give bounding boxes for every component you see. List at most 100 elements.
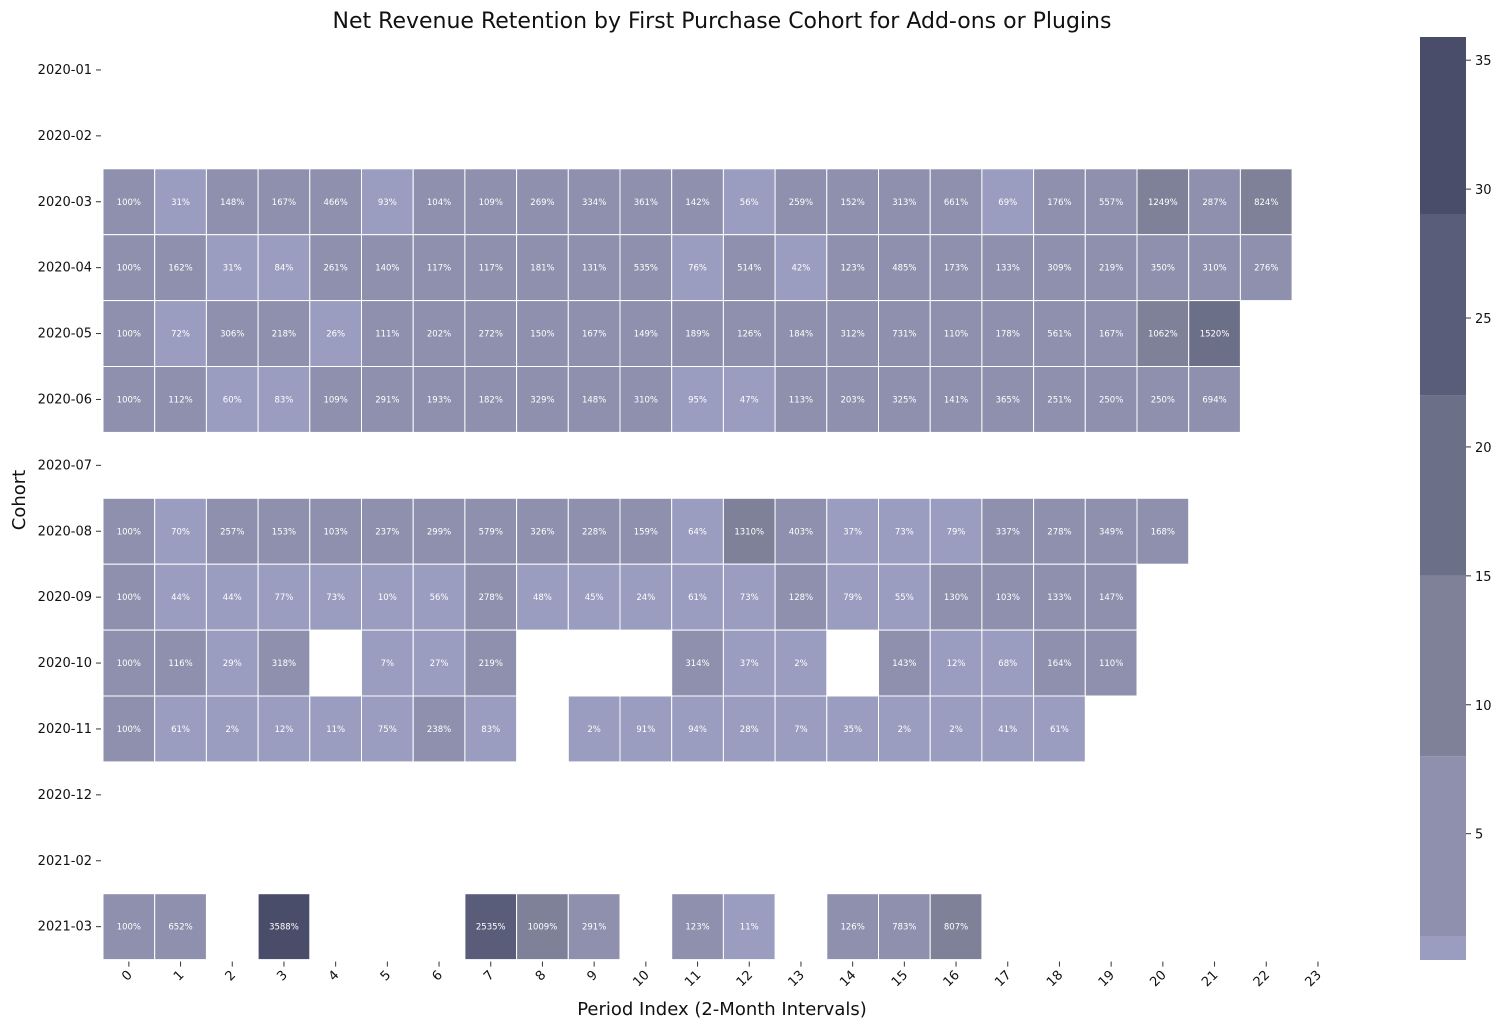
cell-value-label: 824% — [1254, 198, 1278, 208]
cell-value-label: 103% — [996, 593, 1020, 603]
cell-value-label: 219% — [1099, 264, 1123, 274]
cell-value-label: 2% — [949, 725, 963, 735]
colorbar-segment — [1420, 575, 1466, 757]
cell-value-label: 278% — [479, 593, 503, 603]
x-tick-label: 23 — [1302, 968, 1324, 990]
cell-value-label: 56% — [740, 198, 759, 208]
cell-value-label: 310% — [1202, 264, 1226, 274]
cell-value-label: 783% — [892, 923, 916, 933]
colorbar-tick-label: 20 — [1475, 441, 1492, 456]
heatmap-cell — [205, 300, 259, 368]
cell-value-label: 287% — [1202, 198, 1226, 208]
cell-value-label: 70% — [171, 527, 190, 537]
x-tick-label: 18 — [1044, 968, 1066, 990]
heatmap-cell — [1084, 300, 1138, 368]
heatmap-cell — [1084, 234, 1138, 302]
heatmap-cell — [361, 497, 414, 565]
cell-value-label: 312% — [840, 330, 864, 340]
heatmap-cell — [257, 563, 311, 631]
heatmap-cell — [205, 168, 259, 236]
x-tick-label: 7 — [481, 968, 497, 984]
x-tick-label: 11 — [682, 968, 704, 990]
cell-value-label: 219% — [479, 659, 503, 669]
heatmap-cell — [205, 629, 259, 697]
cell-value-label: 2% — [794, 659, 808, 669]
cell-value-label: 168% — [1151, 527, 1175, 537]
heatmap-cell — [1084, 366, 1138, 433]
heatmap-cell — [1033, 366, 1086, 433]
cell-value-label: 181% — [530, 264, 554, 274]
x-tick-label: 13 — [785, 968, 807, 990]
x-tick-label: 15 — [889, 968, 911, 990]
x-tick-label: 4 — [326, 968, 342, 984]
cell-value-label: 326% — [530, 527, 554, 537]
heatmap-cell — [154, 234, 207, 302]
cell-value-label: 2% — [587, 725, 601, 735]
y-tick-label: 2020-06 — [38, 392, 92, 407]
heatmap-cell — [257, 366, 311, 433]
heatmap-cell — [981, 695, 1035, 763]
cell-value-label: 466% — [323, 198, 347, 208]
heatmap-cell — [1188, 300, 1241, 368]
x-axis-label: Period Index (2-Month Intervals) — [577, 999, 867, 1020]
x-tick-label: 5 — [378, 968, 394, 984]
cell-value-label: 350% — [1151, 264, 1175, 274]
heatmap-cell — [1188, 234, 1241, 302]
heatmap-cell — [567, 893, 621, 961]
x-tick-label: 10 — [630, 968, 652, 990]
colorbar-tick-label: 5 — [1475, 828, 1483, 843]
heatmap-cell — [464, 366, 518, 433]
cell-value-label: 278% — [1047, 527, 1071, 537]
colorbar-segment — [1420, 37, 1466, 215]
heatmap-cell — [309, 234, 362, 302]
heatmap-cell — [567, 695, 621, 763]
cell-value-label: 162% — [168, 264, 192, 274]
cell-value-label: 148% — [220, 198, 244, 208]
cell-value-label: 28% — [740, 725, 759, 735]
heatmap-cell — [929, 168, 983, 236]
heatmap-cell — [257, 300, 311, 368]
cell-value-label: 1310% — [734, 527, 764, 537]
cell-value-label: 694% — [1202, 395, 1226, 405]
heatmap-cell — [929, 629, 983, 697]
cell-value-label: 140% — [375, 264, 399, 274]
heatmap-cell — [878, 629, 931, 697]
heatmap-cell — [671, 168, 724, 236]
cell-value-label: 73% — [895, 527, 914, 537]
heatmap-cell — [257, 234, 311, 302]
heatmap-cell — [412, 366, 466, 433]
cell-value-label: 56% — [430, 593, 449, 603]
cell-value-label: 110% — [1099, 659, 1123, 669]
cell-value-label: 113% — [789, 395, 813, 405]
cell-value-label: 202% — [427, 330, 451, 340]
colorbar-tick-label: 25 — [1475, 312, 1492, 327]
colorbar: 5 10 15 20 25 30 35 — [1420, 37, 1492, 960]
cell-value-label: 807% — [944, 923, 968, 933]
cell-value-label: 291% — [375, 395, 399, 405]
heatmap-cell — [567, 366, 621, 433]
y-tick-label: 2020-10 — [38, 656, 92, 671]
x-tick-label: 2 — [223, 968, 239, 984]
cell-value-label: 11% — [326, 725, 345, 735]
cell-value-label: 100% — [117, 923, 141, 933]
cell-value-label: 133% — [996, 264, 1020, 274]
cell-value-label: 103% — [323, 527, 347, 537]
cell-value-label: 167% — [1099, 330, 1123, 340]
heatmap-cell — [981, 563, 1035, 631]
heatmap-cell — [102, 168, 156, 236]
x-tick-label: 3 — [274, 968, 290, 984]
heatmap-cell — [671, 629, 724, 697]
heatmap-cell — [1033, 695, 1086, 763]
cell-value-label: 276% — [1254, 264, 1278, 274]
cell-value-label: 557% — [1099, 198, 1123, 208]
heatmap-cell — [1033, 168, 1086, 236]
heatmap-cell — [1084, 497, 1138, 565]
heatmap-cell — [257, 695, 311, 763]
cell-value-label: 159% — [634, 527, 658, 537]
heatmap-cell — [309, 497, 362, 565]
colorbar-segment — [1420, 756, 1466, 937]
cell-value-label: 123% — [685, 923, 709, 933]
cell-value-label: 61% — [1050, 725, 1069, 735]
cell-value-label: 117% — [427, 264, 451, 274]
heatmap-cell — [464, 168, 518, 236]
